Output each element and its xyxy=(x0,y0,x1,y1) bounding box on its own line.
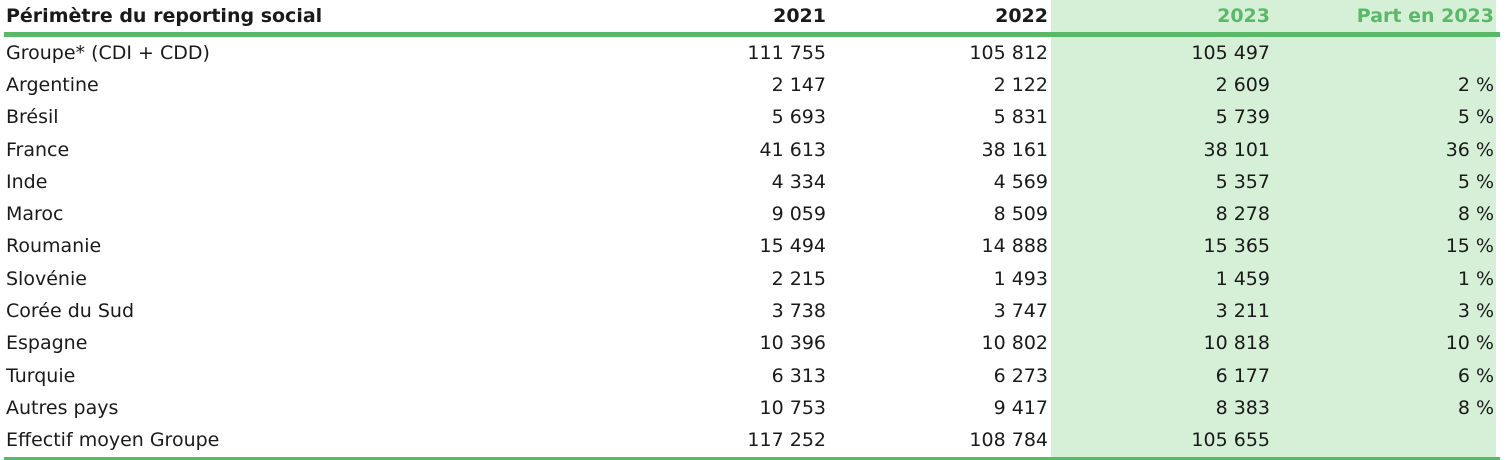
cell-2022: 2 122 xyxy=(993,73,1048,96)
table-row: Groupe* (CDI + CDD) 111 755 105 812 105 497 xyxy=(4,35,1500,70)
row-label: Argentine xyxy=(6,73,99,96)
table-row: France 41 613 38 161 38 101 36 % xyxy=(4,134,1500,166)
cell-2022: 14 888 xyxy=(981,235,1048,258)
row-label: Slovénie xyxy=(6,267,87,290)
cell-2023: 6 177 xyxy=(1215,364,1270,387)
row-label: Effectif moyen Groupe xyxy=(4,424,613,460)
cell-2022: 9 417 xyxy=(993,396,1048,419)
cell-2022: 5 831 xyxy=(993,106,1048,129)
row-label: France xyxy=(6,138,70,161)
cell-2022: 8 509 xyxy=(993,203,1048,226)
cell-2021: 10 753 xyxy=(759,396,826,419)
table-body: Groupe* (CDI + CDD) 111 755 105 812 105 497… xyxy=(4,35,1500,460)
table-row: Argentine 2 147 2 122 2 609 2 % xyxy=(4,69,1500,101)
cell-2021: 4 334 xyxy=(771,170,826,193)
cell-part-2023: 5 % xyxy=(1457,106,1494,129)
social-reporting-table: Périmètre du reporting social 2021 2022 … xyxy=(4,0,1500,460)
cell-2021: 6 313 xyxy=(771,364,826,387)
cell-2022: 105 812 xyxy=(969,41,1048,64)
cell-part-2023: 5 % xyxy=(1457,170,1494,193)
header-part-2023: Part en 2023 xyxy=(1276,0,1500,37)
cell-2023: 105 655 xyxy=(1054,424,1276,460)
table-row: Espagne 10 396 10 802 10 818 10 % xyxy=(4,328,1500,360)
header-2023: 2023 xyxy=(1054,0,1276,37)
cell-2023: 105 497 xyxy=(1191,41,1270,64)
cell-2021: 9 059 xyxy=(771,203,826,226)
table-row: Turquie 6 313 6 273 6 177 6 % xyxy=(4,360,1500,392)
header-row: Périmètre du reporting social 2021 2022 … xyxy=(4,0,1500,37)
table-row: Corée du Sud 3 738 3 747 3 211 3 % xyxy=(4,295,1500,327)
cell-2023: 38 101 xyxy=(1203,138,1270,161)
cell-2021: 2 215 xyxy=(771,267,826,290)
cell-2022: 108 784 xyxy=(832,424,1054,460)
cell-part-2023 xyxy=(1276,35,1500,70)
cell-part-2023: 8 % xyxy=(1457,203,1494,226)
cell-2021: 5 693 xyxy=(771,106,826,129)
table-row: Brésil 5 693 5 831 5 739 5 % xyxy=(4,102,1500,134)
cell-part-2023: 1 % xyxy=(1457,267,1494,290)
table-row: Roumanie 15 494 14 888 15 365 15 % xyxy=(4,231,1500,263)
row-label: Brésil xyxy=(6,106,59,129)
cell-2023: 10 818 xyxy=(1203,332,1270,355)
header-label: Périmètre du reporting social xyxy=(4,0,613,37)
row-label: Autres pays xyxy=(6,396,119,419)
cell-2021: 41 613 xyxy=(759,138,826,161)
cell-2023: 8 278 xyxy=(1215,203,1270,226)
cell-part-2023: 15 % xyxy=(1445,235,1494,258)
cell-2022: 6 273 xyxy=(993,364,1048,387)
header-2022: 2022 xyxy=(832,0,1054,37)
table-row: Autres pays 10 753 9 417 8 383 8 % xyxy=(4,392,1500,424)
row-label: Inde xyxy=(6,170,48,193)
cell-2021: 2 147 xyxy=(771,73,826,96)
cell-2021: 111 755 xyxy=(747,41,826,64)
cell-2023: 15 365 xyxy=(1203,235,1270,258)
cell-2023: 1 459 xyxy=(1215,267,1270,290)
cell-part-2023: 8 % xyxy=(1457,396,1494,419)
cell-2022: 38 161 xyxy=(981,138,1048,161)
row-label: Groupe* (CDI + CDD) xyxy=(6,41,210,64)
row-label: Maroc xyxy=(6,203,64,226)
cell-part-2023 xyxy=(1276,424,1500,460)
cell-2021: 10 396 xyxy=(759,332,826,355)
table-row: Inde 4 334 4 569 5 357 5 % xyxy=(4,166,1500,198)
cell-part-2023: 10 % xyxy=(1445,332,1494,355)
cell-2023: 5 357 xyxy=(1215,170,1270,193)
cell-2023: 8 383 xyxy=(1215,396,1270,419)
cell-2023: 3 211 xyxy=(1215,300,1270,323)
cell-2023: 5 739 xyxy=(1215,106,1270,129)
table-row: Slovénie 2 215 1 493 1 459 1 % xyxy=(4,263,1500,295)
table-header: Périmètre du reporting social 2021 2022 … xyxy=(4,0,1500,37)
cell-2022: 4 569 xyxy=(993,170,1048,193)
cell-part-2023: 3 % xyxy=(1457,300,1494,323)
row-label: Turquie xyxy=(6,364,76,387)
cell-2023: 2 609 xyxy=(1215,73,1270,96)
table-row: Effectif moyen Groupe 117 252 108 784 105 6… xyxy=(4,424,1500,460)
header-2021: 2021 xyxy=(613,0,832,37)
cell-2021: 15 494 xyxy=(759,235,826,258)
cell-2021: 117 252 xyxy=(613,424,832,460)
cell-2021: 3 738 xyxy=(771,300,826,323)
row-label: Corée du Sud xyxy=(6,300,135,323)
row-label: Roumanie xyxy=(6,235,102,258)
table-row: Maroc 9 059 8 509 8 278 8 % xyxy=(4,198,1500,230)
row-label: Espagne xyxy=(6,332,88,355)
cell-part-2023: 6 % xyxy=(1457,364,1494,387)
cell-2022: 1 493 xyxy=(993,267,1048,290)
cell-2022: 3 747 xyxy=(993,300,1048,323)
cell-part-2023: 2 % xyxy=(1457,73,1494,96)
highlight-2023-column xyxy=(1051,0,1496,459)
cell-2022: 10 802 xyxy=(981,332,1048,355)
cell-part-2023: 36 % xyxy=(1445,138,1494,161)
